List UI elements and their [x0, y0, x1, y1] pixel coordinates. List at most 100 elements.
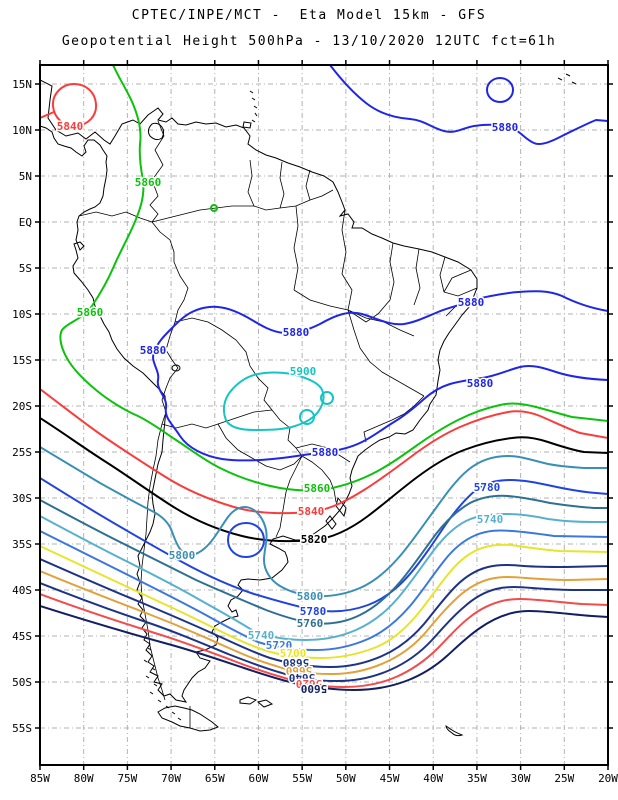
contour-label-5880: 5880 — [140, 344, 167, 357]
axis-labels: 85W 80W 75W 70W 65W 60W 55W 50W 45W 40W 35W 30W 25W 2… — [12, 78, 618, 785]
lon-tick-label: 35W — [467, 772, 487, 785]
lagoa-dos-patos — [325, 496, 347, 530]
contour-5800 — [40, 446, 608, 598]
contour-label-5820: 5820 — [301, 533, 328, 546]
contour-5740 — [40, 513, 608, 641]
contour-label-5760: 5760 — [297, 617, 324, 630]
contour-label-5880: 5880 — [283, 326, 310, 339]
contour-label-5880: 5880 — [467, 377, 494, 390]
contour-5860-dot — [210, 204, 218, 212]
contour-label-5680: 5680 — [283, 656, 310, 669]
contour-5880-meander — [152, 290, 608, 462]
contour-5880-loop — [486, 77, 514, 103]
coastline-tierra-del-fuego — [157, 705, 219, 732]
coastline — [40, 73, 577, 737]
contour-label-5880: 5880 — [312, 446, 339, 459]
lat-tick-label: 50S — [12, 676, 32, 689]
brazil-state-borders — [293, 205, 478, 463]
lat-tick-label: 40S — [12, 584, 32, 597]
contour-label-5740: 5740 — [248, 629, 275, 642]
contour-label-5780: 5780 — [300, 605, 327, 618]
lat-tick-label: 30S — [12, 492, 32, 505]
graticule — [39, 65, 609, 765]
contour-label-5600: 5600 — [301, 682, 328, 695]
border-lines — [78, 120, 337, 728]
contour-5620 — [40, 593, 608, 688]
country-borders — [78, 120, 478, 728]
lat-tick-label: 10S — [12, 308, 32, 321]
contour-label-5780: 5780 — [474, 481, 501, 494]
lon-tick-label: 85W — [30, 772, 50, 785]
contour-5720 — [40, 529, 608, 651]
lon-tick-label: 60W — [249, 772, 269, 785]
contour-5860-main — [59, 65, 608, 492]
contour-5900-cell-2 — [299, 409, 315, 425]
lon-tick-label: 75W — [117, 772, 137, 785]
contour-label-5840: 5840 — [57, 120, 84, 133]
chart-subtitle: Geopotential Height 500hPa - 13/10/2020 … — [61, 34, 557, 49]
contour-label-5840: 5840 — [298, 505, 325, 518]
lat-tick-label: 10N — [12, 124, 32, 137]
lon-tick-label: 50W — [336, 772, 356, 785]
lon-tick-label: 55W — [292, 772, 312, 785]
contour-5780 — [40, 477, 608, 613]
contour-5760 — [40, 494, 608, 625]
contour-label-5800: 5800 — [169, 549, 196, 562]
lon-tick-label: 40W — [423, 772, 443, 785]
contour-label-5900: 5900 — [290, 365, 317, 378]
contour-5780-cutoff-low — [227, 522, 265, 558]
lat-tick-label: 25S — [12, 446, 32, 459]
contour-label-5860: 5860 — [135, 176, 162, 189]
contour-label-5860: 5860 — [304, 482, 331, 495]
lon-tick-label: 30W — [511, 772, 531, 785]
contour-label-5660: 5660 — [286, 664, 313, 677]
coastline-falklands — [239, 696, 274, 708]
contour-5660 — [40, 570, 608, 675]
contour-label-5880: 5880 — [492, 121, 519, 134]
lat-tick-label: 5N — [19, 170, 32, 183]
lat-tick-label: 55S — [12, 722, 32, 735]
lat-tick-label: 15N — [12, 78, 32, 91]
coastline-mainland — [40, 79, 478, 703]
lat-tick-label: 20S — [12, 400, 32, 413]
contour-label-5800: 5800 — [297, 590, 324, 603]
contour-5900-cell-1 — [320, 391, 334, 405]
coastline-antilles — [242, 73, 577, 129]
contour-label-5700: 5700 — [280, 647, 307, 660]
coastline-south-georgia — [445, 724, 464, 737]
lon-tick-label: 45W — [380, 772, 400, 785]
lat-tick-label: 35S — [12, 538, 32, 551]
lon-tick-label: 65W — [205, 772, 225, 785]
contour-label-5740: 5740 — [477, 513, 504, 526]
contour-5900-high — [222, 371, 325, 431]
contour-labels: 5840 5860 5880 5860 5880 5880 5900 5880 5880 5880… — [55, 119, 520, 697]
contour-label-5620: 5620 — [296, 677, 323, 690]
contour-label-5880: 5880 — [458, 296, 485, 309]
lon-tick-label: 25W — [554, 772, 574, 785]
contour-5840-low — [40, 83, 98, 128]
map-frame — [35, 60, 613, 770]
contour-5840-south — [40, 388, 608, 515]
contour-label-5640: 5640 — [289, 671, 316, 684]
contour-5640 — [40, 582, 608, 682]
contour-5820 — [40, 417, 608, 543]
contours — [40, 65, 608, 691]
contour-5680 — [40, 558, 608, 668]
lon-tick-label: 20W — [598, 772, 618, 785]
lat-tick-label: 5S — [19, 262, 32, 275]
lon-tick-label: 80W — [74, 772, 94, 785]
fjord-islets — [143, 647, 182, 721]
map-border — [39, 64, 609, 766]
lat-tick-label: 15S — [12, 354, 32, 367]
contour-5700 — [40, 543, 608, 659]
lake-maracaibo — [147, 122, 165, 141]
chart-title: CPTEC/INPE/MCT - Eta Model 15km - GFS — [131, 8, 487, 23]
lon-tick-label: 70W — [161, 772, 181, 785]
contour-label-5860: 5860 — [77, 306, 104, 319]
lat-tick-label: EQ — [19, 216, 32, 229]
contour-5600 — [40, 605, 608, 691]
lat-tick-label: 45S — [12, 630, 32, 643]
contour-label-5720: 5720 — [266, 639, 293, 652]
